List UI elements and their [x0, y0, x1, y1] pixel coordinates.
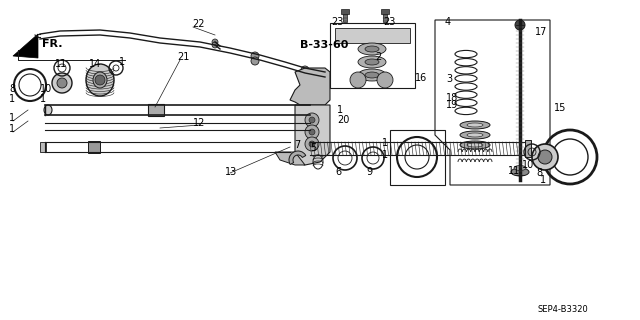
Circle shape — [301, 71, 309, 79]
Circle shape — [301, 66, 309, 74]
Circle shape — [251, 52, 259, 60]
Polygon shape — [13, 34, 38, 58]
Text: 19: 19 — [446, 100, 458, 110]
Circle shape — [305, 137, 319, 151]
Ellipse shape — [365, 72, 379, 78]
Bar — [148, 104, 164, 116]
Bar — [525, 140, 531, 157]
Circle shape — [350, 72, 366, 88]
Circle shape — [52, 73, 72, 93]
Text: 7: 7 — [294, 140, 300, 150]
Circle shape — [251, 57, 259, 65]
Text: 13: 13 — [225, 167, 237, 177]
Bar — [335, 28, 410, 43]
Text: 5: 5 — [310, 143, 316, 153]
Text: 15: 15 — [554, 103, 566, 113]
Text: 11: 11 — [55, 59, 67, 69]
Text: 23: 23 — [383, 17, 396, 27]
Text: 17: 17 — [535, 27, 547, 37]
Ellipse shape — [467, 133, 483, 137]
Polygon shape — [290, 68, 330, 105]
Bar — [381, 9, 389, 14]
Text: 11: 11 — [508, 166, 520, 176]
Circle shape — [305, 113, 319, 127]
Bar — [343, 12, 347, 22]
Text: 1: 1 — [382, 138, 388, 148]
Ellipse shape — [358, 43, 386, 55]
Text: 14: 14 — [89, 59, 101, 69]
Ellipse shape — [467, 143, 483, 147]
Ellipse shape — [93, 72, 107, 88]
Bar — [40, 142, 46, 152]
Text: FR.: FR. — [42, 39, 63, 49]
Ellipse shape — [358, 56, 386, 68]
Ellipse shape — [358, 69, 386, 81]
Bar — [390, 130, 445, 185]
Text: 10: 10 — [522, 160, 534, 170]
Ellipse shape — [44, 105, 52, 115]
Circle shape — [305, 125, 319, 139]
Bar — [383, 12, 387, 22]
Text: SEP4-B3320: SEP4-B3320 — [537, 306, 588, 315]
Text: 1: 1 — [40, 94, 46, 104]
Circle shape — [57, 78, 67, 88]
Text: 23: 23 — [331, 17, 344, 27]
Ellipse shape — [86, 64, 114, 96]
Circle shape — [212, 42, 218, 48]
Bar — [330, 23, 415, 88]
Text: 9: 9 — [366, 167, 372, 177]
Ellipse shape — [460, 131, 490, 139]
Ellipse shape — [460, 121, 490, 129]
Circle shape — [95, 75, 105, 85]
Ellipse shape — [514, 165, 526, 171]
Text: 22: 22 — [192, 19, 205, 29]
Ellipse shape — [365, 46, 379, 52]
Text: 1: 1 — [540, 175, 546, 185]
Circle shape — [309, 129, 315, 135]
Ellipse shape — [460, 141, 490, 149]
Text: 4: 4 — [445, 17, 451, 27]
Ellipse shape — [365, 59, 379, 65]
Polygon shape — [295, 105, 330, 165]
Bar — [88, 141, 100, 153]
Ellipse shape — [511, 168, 529, 176]
Wedge shape — [289, 151, 306, 164]
Circle shape — [377, 72, 393, 88]
Circle shape — [309, 117, 315, 123]
Ellipse shape — [467, 123, 483, 127]
Text: 1: 1 — [9, 124, 15, 134]
Text: 1: 1 — [9, 113, 15, 123]
Text: 21: 21 — [177, 52, 189, 62]
Text: 8: 8 — [536, 168, 542, 178]
Text: 6: 6 — [335, 167, 341, 177]
Text: 1: 1 — [119, 57, 125, 67]
Text: 3: 3 — [446, 74, 452, 84]
Text: 12: 12 — [193, 118, 205, 128]
Text: 10: 10 — [40, 84, 52, 94]
Text: 16: 16 — [415, 73, 428, 83]
Polygon shape — [275, 152, 305, 165]
Text: 8: 8 — [9, 84, 15, 94]
Text: 2: 2 — [375, 52, 381, 62]
Bar — [341, 9, 349, 14]
Text: 18: 18 — [446, 93, 458, 103]
Text: 20: 20 — [337, 115, 349, 125]
Text: 1: 1 — [9, 94, 15, 104]
Circle shape — [212, 39, 218, 45]
Circle shape — [532, 144, 558, 170]
Text: B-33-60: B-33-60 — [300, 40, 348, 50]
Circle shape — [538, 150, 552, 164]
Text: 1: 1 — [337, 105, 343, 115]
Text: 1: 1 — [382, 150, 388, 160]
Circle shape — [515, 20, 525, 30]
Circle shape — [309, 141, 315, 147]
